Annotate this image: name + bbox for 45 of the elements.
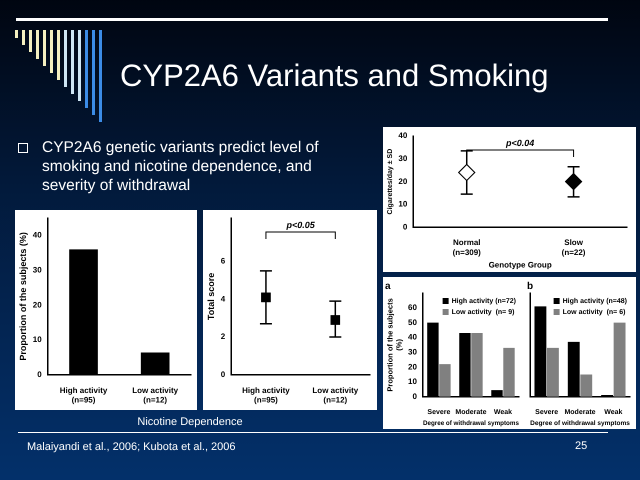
bar <box>471 333 483 397</box>
bar <box>614 322 626 397</box>
y-tick-label: 40 <box>398 131 408 140</box>
y-tick-label: 40 <box>408 332 418 342</box>
y-tick-label: 10 <box>32 335 42 344</box>
y-tick-label: 20 <box>398 176 408 186</box>
bar <box>580 374 592 397</box>
y-tick-label: 0 <box>402 222 408 232</box>
chart-title: b <box>527 280 534 292</box>
bar <box>439 364 451 397</box>
y-tick-label: 30 <box>408 348 418 357</box>
chart-title: a <box>385 280 391 292</box>
text: CYP2A6 Variants and Smoking <box>120 58 548 94</box>
y-axis-title: Proportion of the subjects (%) <box>18 232 28 361</box>
x-tick-label: Normal (n=309) <box>452 238 482 257</box>
x-tick-label: Slow (n=22) <box>562 238 586 257</box>
x-tick-label: Low activity (n=12) <box>132 386 179 404</box>
text: CYP2A6 genetic variants predict level of smoking and nicotine dependence, and severity of withdrawal <box>42 138 320 195</box>
y-tick-label: 50 <box>408 318 418 327</box>
text: 25 <box>575 440 588 452</box>
y-tick-label: 40 <box>32 230 42 240</box>
x-tick-label: High activity (n=95) <box>242 386 290 404</box>
annotation: p<0.04 <box>505 138 534 148</box>
y-tick-label: 6 <box>220 256 226 266</box>
y-tick-label: 0 <box>412 392 418 402</box>
text: Malaiyandi et al., 2006; Kubota et al., 2006 <box>27 441 236 453</box>
x-tick-label: Low activity (n=12) <box>312 386 359 404</box>
y-tick-label: 4 <box>220 294 226 304</box>
x-tick-label: High activity (n=95) <box>60 386 108 404</box>
y-axis-title: Total score <box>206 272 216 320</box>
y-tick-label: 20 <box>32 300 42 310</box>
y-tick-label: 10 <box>408 377 418 386</box>
y-tick-label: 0 <box>220 370 226 380</box>
y-tick-label: 30 <box>32 265 42 274</box>
y-tick-label: 2 <box>220 332 226 342</box>
y-tick-label: 10 <box>398 200 408 209</box>
y-tick-label: 60 <box>408 303 418 312</box>
y-tick-label: 0 <box>37 370 42 380</box>
y-tick-label: 30 <box>398 154 408 164</box>
bar <box>546 348 559 397</box>
bar <box>503 348 515 397</box>
y-tick-label: 20 <box>408 362 418 372</box>
text: Nicotine Dependence <box>136 416 244 428</box>
annotation: p<0.05 <box>285 220 316 230</box>
x-axis-title: Genotype Group <box>488 260 552 270</box>
